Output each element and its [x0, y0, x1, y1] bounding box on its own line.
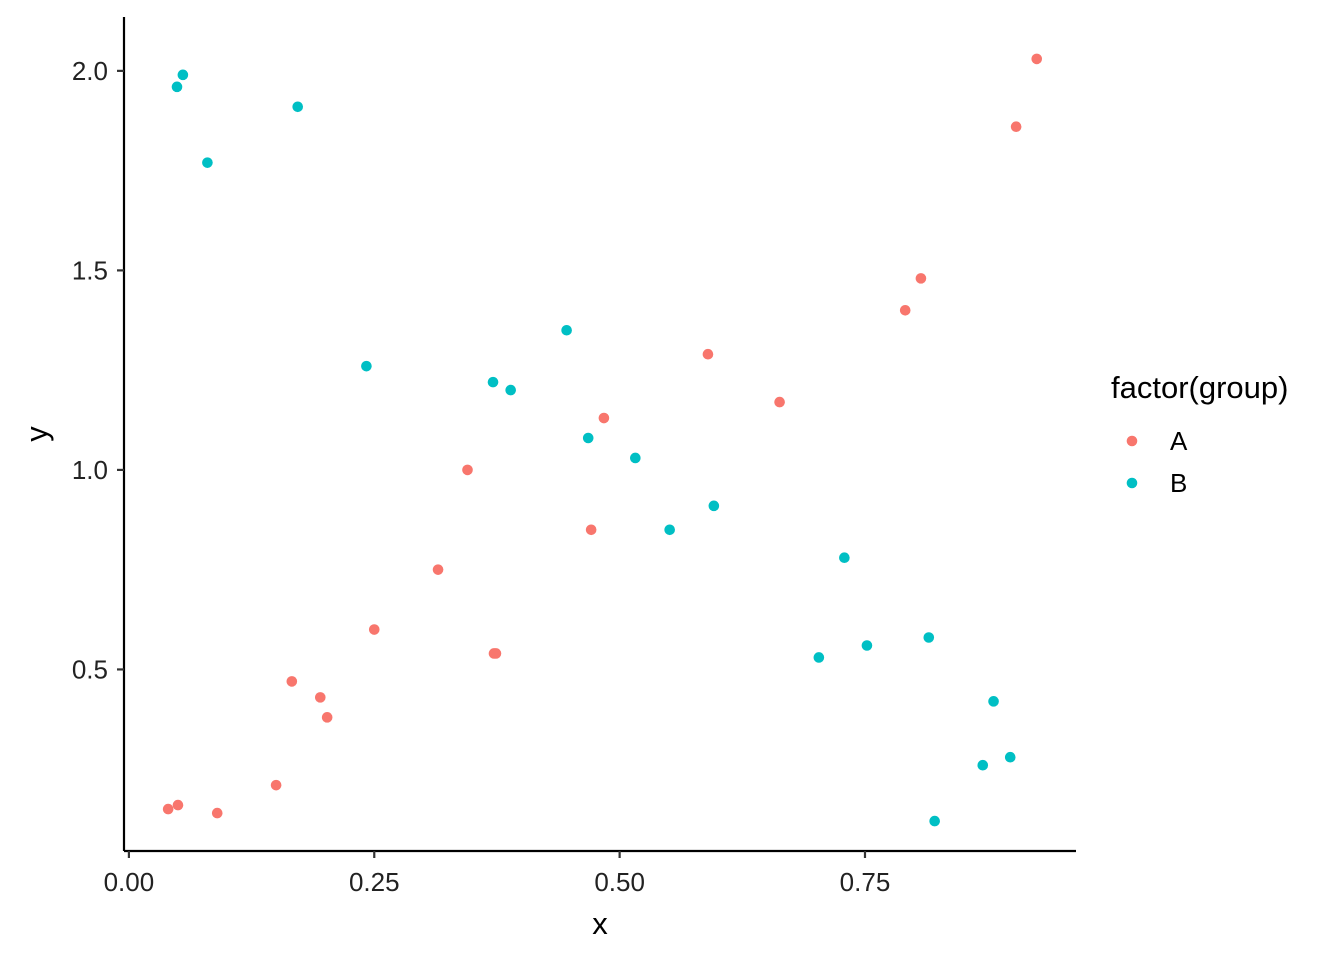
x-tick-label: 0.50: [594, 867, 645, 897]
point-b-6: [505, 384, 516, 396]
point-b-0: [171, 81, 183, 93]
y-tick-label: 0.5: [72, 654, 108, 684]
point-a-19: [1031, 53, 1043, 65]
points-layer: [162, 53, 1043, 827]
point-b-16: [929, 815, 940, 827]
point-a-11: [490, 648, 502, 659]
point-b-10: [664, 524, 675, 536]
x-tick-label: 0.00: [104, 867, 155, 897]
legend-key-a: [1126, 435, 1138, 447]
x-axis-title: x: [592, 906, 608, 941]
point-a-3: [270, 779, 282, 791]
point-b-8: [582, 432, 594, 444]
point-b-7: [561, 324, 572, 336]
point-b-19: [1004, 751, 1016, 763]
point-b-1: [177, 69, 189, 81]
point-a-8: [432, 564, 444, 575]
point-a-15: [774, 396, 785, 408]
point-a-6: [321, 712, 333, 723]
point-a-12: [585, 524, 597, 536]
point-a-18: [1010, 121, 1022, 133]
point-b-2: [202, 157, 213, 168]
point-b-17: [977, 759, 989, 771]
point-a-9: [462, 464, 473, 476]
x-axis-ticks: 0.00 0.25 0.50 0.75: [104, 851, 891, 897]
point-a-7: [368, 624, 380, 635]
legend: factor(group) AB: [1111, 370, 1288, 498]
point-b-18: [988, 696, 999, 707]
point-b-5: [487, 376, 499, 388]
x-tick-label: 0.75: [840, 867, 891, 897]
point-b-3: [292, 101, 304, 113]
point-a-0: [162, 803, 174, 815]
legend-label-b: B: [1170, 468, 1187, 498]
point-a-14: [702, 348, 714, 360]
point-b-11: [708, 500, 720, 512]
point-b-4: [361, 360, 372, 372]
y-tick-label: 1.0: [72, 455, 108, 485]
point-a-4: [286, 676, 298, 687]
y-tick-label: 2.0: [72, 56, 108, 86]
point-a-13: [598, 412, 610, 424]
y-tick-label: 1.5: [72, 255, 108, 285]
legend-items: AB: [1126, 426, 1188, 498]
point-a-16: [899, 304, 911, 316]
point-b-9: [630, 452, 641, 464]
legend-key-b: [1126, 477, 1138, 489]
point-b-13: [839, 552, 850, 564]
point-a-17: [915, 273, 927, 284]
point-b-12: [813, 652, 825, 663]
x-tick-label: 0.25: [349, 867, 400, 897]
point-a-1: [172, 799, 184, 811]
y-axis-ticks: 0.5 1.0 1.5 2.0: [72, 56, 124, 684]
legend-title: factor(group): [1111, 370, 1288, 405]
point-a-2: [211, 807, 223, 819]
y-axis-title: y: [19, 426, 54, 442]
legend-label-a: A: [1170, 426, 1188, 456]
point-a-5: [314, 692, 326, 703]
point-b-15: [923, 632, 935, 643]
point-b-14: [861, 640, 873, 651]
